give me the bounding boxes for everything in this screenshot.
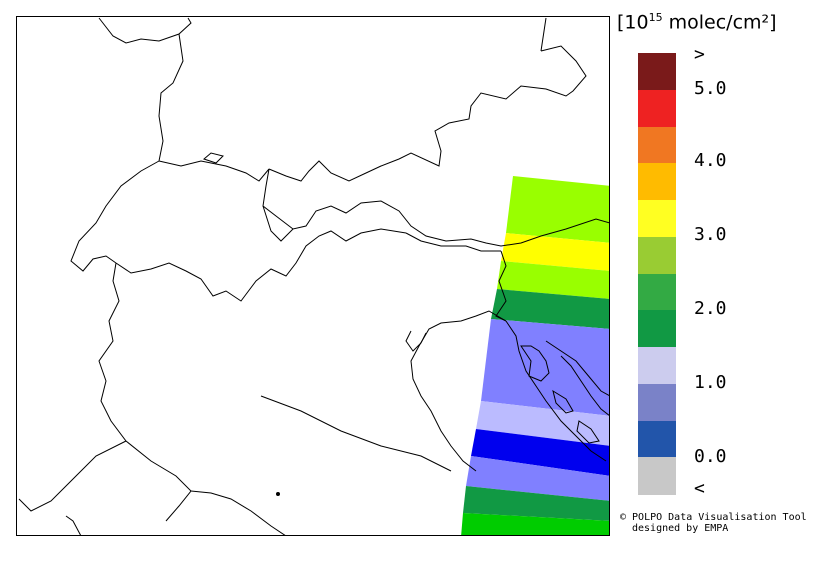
colorbar-swatch	[638, 163, 676, 201]
credit-line-1: © POLPO Data Visualisation Tool	[620, 512, 807, 523]
island-dot	[276, 492, 280, 496]
colorbar-tick-label: 0.0	[694, 446, 727, 467]
colorbar-swatch	[638, 383, 676, 421]
colorbar-tick-label: 5.0	[694, 78, 727, 99]
coast-ligurian	[18, 440, 127, 512]
border-lux-belgium	[158, 33, 184, 162]
colorbar-swatch	[638, 200, 676, 238]
border-switzerland-east	[262, 205, 294, 242]
colorbar-swatch	[638, 310, 676, 348]
border-italy-slovenia	[495, 250, 507, 322]
border-france-italy	[98, 262, 192, 522]
border-germany-austria	[268, 45, 587, 182]
colorbar-swatch	[638, 126, 676, 164]
swath-band	[481, 319, 609, 416]
coast-dalmatia	[560, 355, 609, 416]
unit-suffix: molec/cm²]	[662, 11, 777, 34]
unit-exponent: 15	[648, 11, 663, 24]
swath-band	[461, 513, 609, 535]
colorbar-tick-label: 4.0	[694, 150, 727, 171]
colorbar	[638, 53, 676, 495]
border-switzerland-italy	[115, 228, 407, 302]
unit-label: [1015 molec/cm²]	[617, 11, 777, 33]
border-switzerland-austria	[262, 168, 609, 247]
credit: © POLPO Data Visualisation Tool designed…	[620, 512, 807, 534]
colorbar-swatch	[638, 420, 676, 458]
colorbar-tick-label: 2.0	[694, 298, 727, 319]
coast-italy-tyrrhenian	[190, 490, 286, 535]
colorbar-tick-label: <	[694, 478, 705, 499]
colorbar-swatch	[638, 236, 676, 274]
colorbar-tick-label: >	[694, 44, 705, 65]
colorbar-swatch	[638, 53, 676, 91]
satellite-swath	[461, 176, 609, 535]
coast-corsica	[65, 515, 82, 535]
border-italy-austria	[405, 232, 501, 252]
swath-band	[471, 429, 609, 476]
swath-band	[501, 233, 609, 271]
colorbar-tick-label: 1.0	[694, 372, 727, 393]
credit-line-2: designed by EMPA	[632, 523, 729, 534]
swath-band	[466, 456, 609, 501]
swath-band	[506, 176, 609, 243]
map-panel	[16, 16, 610, 536]
coast-italy-adriatic	[410, 310, 507, 472]
border-lake-constance	[203, 152, 224, 164]
colorbar-swatch	[638, 347, 676, 385]
border-switzerland-north	[158, 160, 270, 182]
unit-prefix: [10	[617, 11, 649, 34]
border-croatia-bosnia	[545, 340, 609, 397]
border-italy-regions	[260, 395, 452, 472]
colorbar-swatch	[638, 273, 676, 311]
colorbar-swatch	[638, 457, 676, 495]
map-canvas	[18, 17, 609, 535]
colorbar-swatch	[638, 89, 676, 127]
coast-venice	[405, 330, 427, 352]
coast-croatia-islands	[520, 345, 600, 444]
swath-band	[463, 486, 609, 521]
swath-band	[491, 289, 609, 329]
country-borders	[18, 17, 609, 535]
coast-istria	[505, 320, 607, 462]
swath-band	[476, 401, 609, 446]
border-france-switzerland	[70, 160, 160, 272]
border-france-germany	[98, 17, 192, 44]
swath-band	[497, 261, 609, 299]
colorbar-tick-label: 3.0	[694, 224, 727, 245]
border-germany-czech	[540, 17, 547, 52]
